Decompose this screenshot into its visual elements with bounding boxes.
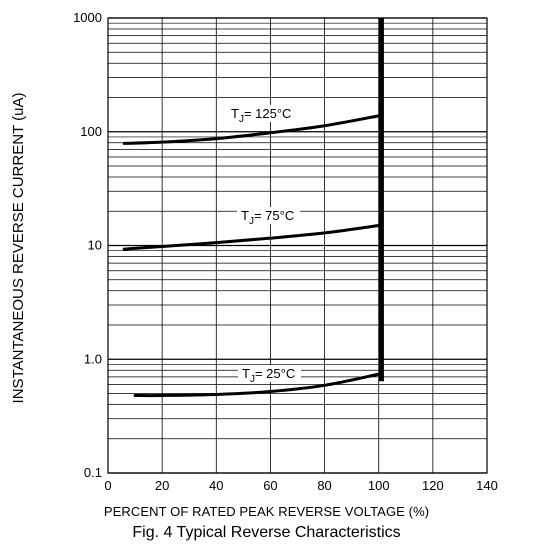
y-tick-label: 100	[80, 124, 102, 139]
series-line-1	[122, 114, 381, 145]
x-tick-label: 40	[209, 478, 223, 493]
series-label-1: TJ= 125°C	[231, 106, 291, 125]
y-axis-title: INSTANTANEOUS REVERSE CURRENT (uA)	[10, 93, 27, 404]
plot-border	[107, 17, 488, 474]
y-tick-label: 1000	[73, 10, 102, 25]
y-axis-ticks: 1000 100 10 1.0 0.1	[73, 10, 102, 480]
series-label-2: TJ= 75°C	[241, 208, 294, 227]
y-tick-label: 1.0	[84, 351, 102, 366]
x-tick-label: 100	[368, 478, 390, 493]
y-tick-label: 0.1	[84, 465, 102, 480]
plot-frame	[107, 17, 488, 474]
x-tick-label: 20	[155, 478, 169, 493]
x-axis-title: PERCENT OF RATED PEAK REVERSE VOLTAGE (%…	[103, 504, 430, 519]
x-tick-label: 80	[317, 478, 331, 493]
x-tick-label: 120	[422, 478, 444, 493]
y-tick-label: 10	[88, 238, 102, 253]
series-line-2	[122, 223, 381, 251]
series-labels: TJ= 125°C TJ= 75°C TJ= 25°C	[227, 105, 301, 385]
series-label-background	[237, 207, 300, 224]
x-tick-label: 60	[263, 478, 277, 493]
series-label-background	[227, 105, 298, 122]
series-label-background	[238, 365, 301, 382]
x-tick-label: 0	[104, 478, 111, 493]
x-tick-label: 140	[476, 478, 498, 493]
x-axis-ticks: 0 20 40 60 80 100 120 140	[104, 478, 497, 493]
series-label-3: TJ= 25°C	[242, 366, 295, 385]
series-line-3	[133, 372, 381, 398]
series-curves	[122, 114, 381, 398]
chart-caption: Fig. 4 Typical Reverse Characteristics	[132, 524, 401, 541]
